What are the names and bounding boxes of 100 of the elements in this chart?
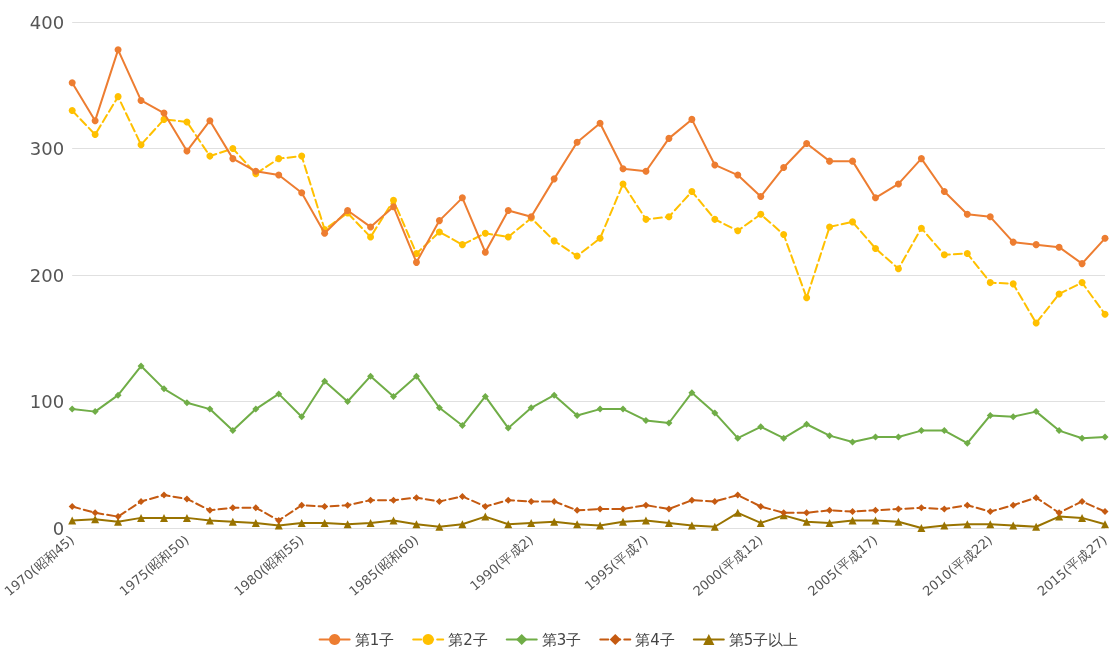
point: [803, 139, 811, 147]
point: [206, 152, 214, 160]
point: [757, 210, 765, 218]
point: [298, 189, 306, 197]
point: [688, 496, 696, 504]
point: [275, 171, 283, 179]
point: [986, 508, 994, 516]
point: [435, 404, 443, 412]
point: [619, 505, 627, 513]
point: [91, 515, 100, 524]
point: [733, 508, 742, 517]
point: [802, 517, 811, 526]
point: [849, 438, 857, 446]
point: [321, 377, 329, 385]
point: [871, 194, 879, 202]
point: [298, 152, 306, 160]
point: [435, 228, 443, 236]
point: [550, 497, 558, 505]
point: [137, 96, 145, 104]
point: [298, 501, 306, 509]
point: [917, 427, 925, 435]
point: [711, 497, 719, 505]
legend-label: 第1子: [354, 630, 395, 649]
point: [940, 427, 948, 435]
point: [849, 218, 857, 226]
point: [527, 497, 535, 505]
point: [734, 227, 742, 235]
point: [1032, 408, 1040, 416]
point: [734, 434, 742, 442]
point: [435, 522, 444, 531]
point: [665, 213, 673, 221]
y-tick-label: 400: [29, 11, 65, 33]
point: [940, 251, 948, 259]
point: [664, 518, 673, 527]
point: [367, 496, 375, 504]
point: [711, 215, 719, 223]
point: [917, 155, 925, 163]
point: [367, 372, 375, 380]
point: [596, 234, 604, 242]
point: [458, 492, 466, 500]
point: [114, 46, 122, 54]
point: [1032, 319, 1040, 327]
y-tick-label: 0: [52, 517, 65, 539]
point: [206, 405, 214, 413]
point: [734, 171, 742, 179]
point: [68, 79, 76, 87]
point: [963, 439, 971, 447]
point: [596, 119, 604, 127]
point: [573, 506, 581, 514]
point: [642, 215, 650, 223]
point: [275, 516, 283, 524]
point: [481, 248, 489, 256]
point: [780, 163, 788, 171]
point: [1101, 310, 1109, 318]
point: [390, 203, 397, 211]
point: [344, 501, 352, 509]
point: [504, 424, 512, 432]
point: [1032, 522, 1041, 531]
point: [665, 419, 673, 427]
point: [229, 427, 237, 435]
point: [642, 167, 650, 175]
point: [91, 509, 99, 517]
point: [642, 501, 650, 509]
point: [711, 409, 719, 417]
point: [688, 188, 696, 196]
point: [228, 517, 237, 526]
point: [871, 516, 880, 525]
point: [160, 491, 168, 499]
point: [435, 217, 443, 225]
point: [229, 145, 237, 152]
point: [458, 241, 466, 249]
point: [114, 93, 122, 101]
point: [137, 141, 145, 149]
point: [229, 504, 237, 512]
point: [527, 404, 535, 412]
point: [1078, 260, 1086, 268]
point: [137, 497, 145, 505]
point: [986, 411, 994, 419]
point: [665, 134, 673, 142]
point: [803, 420, 811, 428]
point: [91, 408, 99, 416]
point: [1101, 433, 1109, 441]
point: [826, 223, 834, 231]
point: [1055, 509, 1063, 517]
point: [641, 516, 650, 525]
y-tick-label: 300: [29, 138, 65, 159]
point: [206, 117, 214, 125]
point: [114, 391, 122, 399]
point: [665, 505, 673, 513]
point: [343, 520, 352, 529]
point: [986, 213, 994, 221]
point: [849, 157, 857, 165]
point: [320, 518, 329, 527]
point: [68, 405, 76, 413]
legend-label: 第5子以上: [728, 630, 799, 649]
point: [435, 497, 443, 505]
point: [849, 508, 857, 516]
point: [573, 138, 581, 146]
point: [596, 405, 604, 413]
point: [894, 517, 903, 526]
